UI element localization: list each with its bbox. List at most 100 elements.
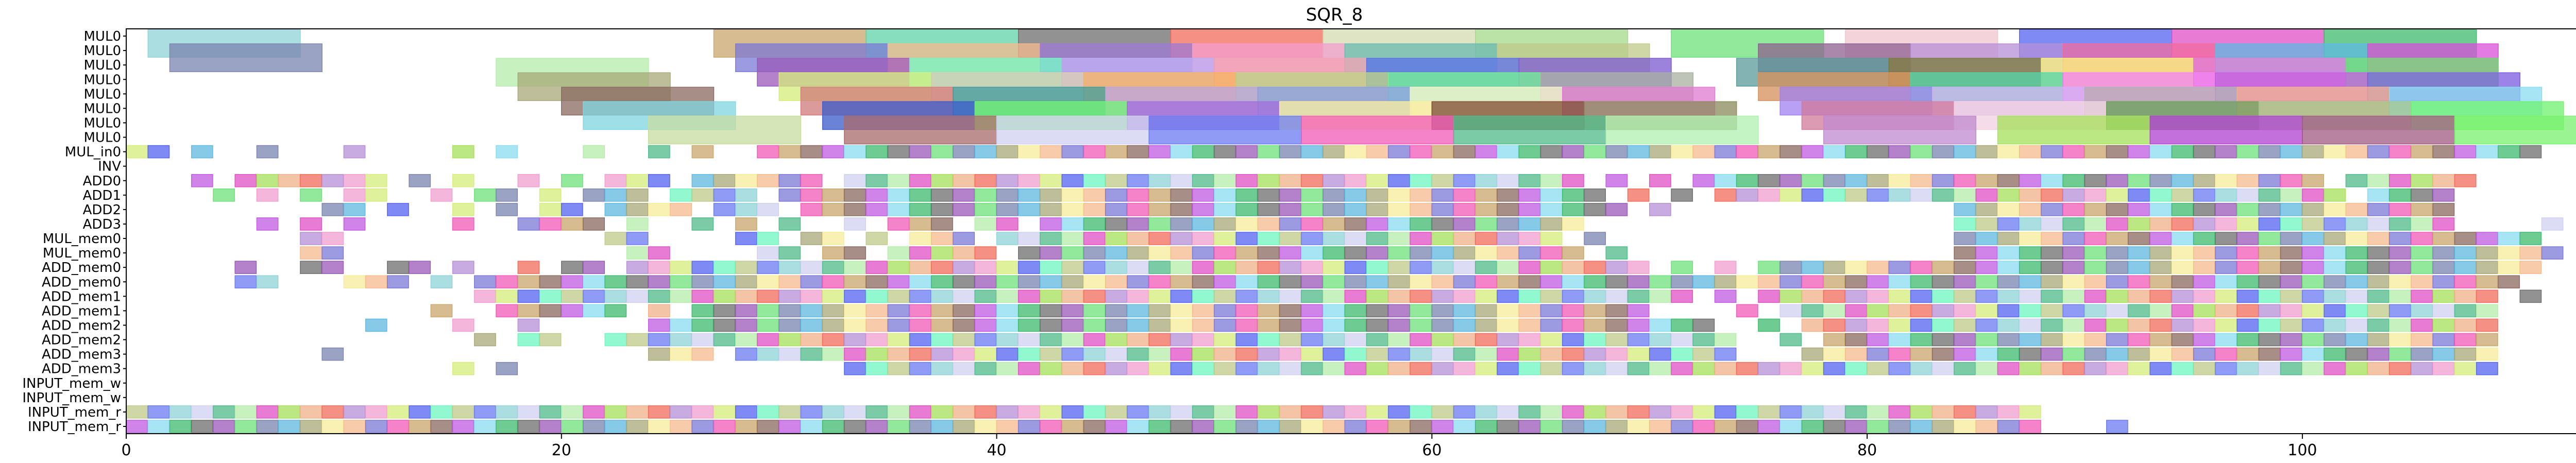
task-bar [2128, 304, 2150, 318]
task-bar [2411, 289, 2433, 303]
task-bar [1018, 405, 1040, 419]
task-bar [1975, 362, 1998, 375]
task-bar [887, 261, 910, 274]
task-bar [1170, 188, 1193, 202]
task-bar [1344, 347, 1367, 361]
task-bar [1040, 145, 1062, 159]
task-bar [1627, 188, 1650, 202]
task-bar [2432, 145, 2455, 159]
task-bar [452, 318, 474, 332]
task-bar [800, 188, 823, 202]
task-bar [626, 275, 649, 289]
task-bar [887, 318, 910, 332]
task-bar [1692, 347, 1715, 361]
task-bar [778, 174, 801, 187]
task-bar [2106, 188, 2128, 202]
task-bar [1649, 318, 1671, 332]
task-bar [583, 405, 605, 419]
task-bar [2084, 333, 2107, 347]
task-bar [713, 188, 736, 202]
task-bar [1127, 203, 1149, 216]
task-bar [452, 203, 474, 216]
task-bar [1888, 318, 1911, 332]
task-bar [1061, 232, 1084, 245]
task-bar [844, 188, 866, 202]
task-bar [1083, 318, 1106, 332]
task-bar [604, 289, 627, 303]
task-bar [909, 145, 931, 159]
task-bar [2367, 232, 2389, 245]
x-tick-label: 80 [1857, 441, 1877, 459]
task-bar [1845, 275, 1867, 289]
task-bar [1823, 405, 1845, 419]
task-bar [1040, 275, 1062, 289]
task-bar [1127, 275, 1149, 289]
task-bar [1061, 318, 1084, 332]
task-bar [191, 145, 213, 159]
task-bar [1453, 362, 1476, 375]
task-bar [1105, 145, 1127, 159]
task-bar [1431, 217, 1454, 231]
task-bar [1366, 275, 1388, 289]
task-bar [800, 275, 823, 289]
task-bar [1388, 246, 1410, 260]
task-bar [887, 333, 910, 347]
task-bar [1323, 188, 1345, 202]
task-bar [387, 405, 409, 419]
task-bar [2432, 318, 2455, 332]
task-bar [2432, 289, 2455, 303]
task-bar [996, 261, 1019, 274]
task-bar [1453, 261, 1476, 274]
task-bar [1301, 275, 1323, 289]
task-bar [670, 261, 692, 274]
task-bar [2454, 275, 2477, 289]
task-bar [1257, 261, 1280, 274]
task-bar [1279, 275, 1301, 289]
task-bar [974, 217, 997, 231]
task-bar [1192, 405, 1214, 419]
task-bar [909, 405, 931, 419]
task-bar [1410, 304, 1432, 318]
task-bar [1170, 405, 1193, 419]
task-bar [1431, 261, 1454, 274]
task-bar [1453, 405, 1476, 419]
task-bar [365, 275, 387, 289]
task-bar [1997, 203, 2020, 216]
task-bar [1431, 347, 1454, 361]
task-bar [1279, 145, 1301, 159]
task-bar [822, 318, 844, 332]
task-bar [2171, 333, 2194, 347]
task-bar [931, 217, 953, 231]
task-bar [1954, 405, 1976, 419]
task-bar [191, 174, 213, 187]
task-bar [1518, 289, 1541, 303]
task-bar [1192, 261, 1214, 274]
task-bar [1431, 246, 1454, 260]
task-bar [1257, 362, 1280, 375]
task-bar [2106, 174, 2128, 187]
task-bar [561, 289, 583, 303]
task-bar [1127, 232, 1149, 245]
task-bar [1040, 318, 1062, 332]
task-bar [2432, 174, 2455, 187]
task-bar [1845, 347, 1867, 361]
task-bar [735, 347, 757, 361]
task-bar [1954, 318, 1976, 332]
task-bar [2454, 289, 2477, 303]
task-bar [909, 318, 931, 332]
task-bar [1823, 115, 1977, 145]
task-bar [887, 246, 910, 260]
task-bar [996, 275, 1019, 289]
task-bar [452, 174, 474, 187]
task-bar [1627, 318, 1650, 332]
task-bar [2215, 145, 2237, 159]
task-bar [1932, 174, 1954, 187]
task-bar [670, 333, 692, 347]
task-bar [2432, 347, 2455, 361]
task-bar [1649, 420, 1671, 433]
task-bar [2367, 145, 2389, 159]
task-bar [2106, 362, 2128, 375]
task-bar [430, 420, 453, 433]
task-bar [2236, 275, 2259, 289]
task-bar [496, 145, 518, 159]
